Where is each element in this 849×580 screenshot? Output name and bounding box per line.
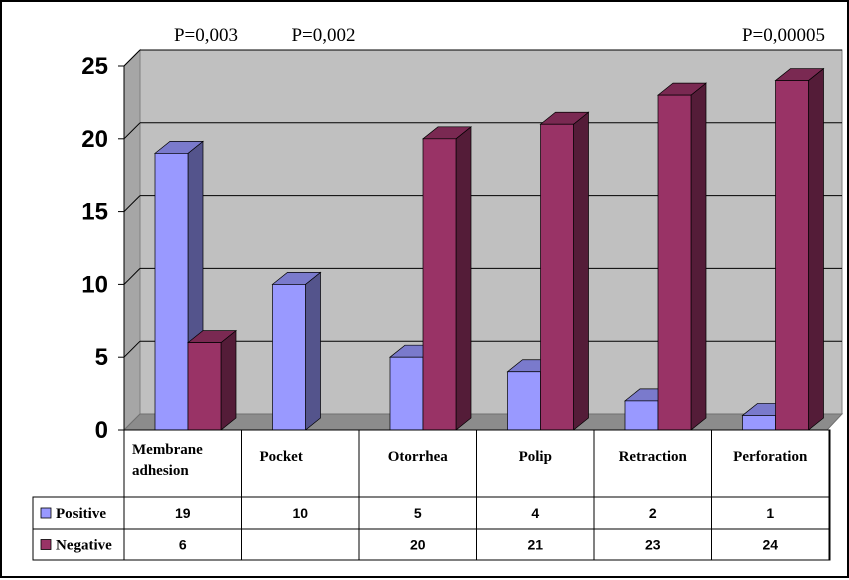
category-label: Perforation: [733, 449, 808, 465]
bar-negative: [539, 111, 590, 431]
y-tick-label: 15: [81, 199, 108, 226]
category-label: adhesion: [132, 463, 189, 479]
table-value: 10: [292, 505, 308, 521]
category-label: Otorrhea: [388, 449, 448, 465]
p-value-annotations: P=0,003 P=0,002 P=0,00005: [174, 25, 825, 46]
table-value: 5: [414, 505, 422, 521]
bar-negative: [187, 329, 237, 431]
category-label: Pocket: [260, 449, 303, 465]
p-value-label: P=0,002: [291, 25, 355, 46]
table-value: 2: [649, 505, 657, 521]
y-tick-label: 5: [95, 344, 108, 371]
p-value-label: P=0,003: [174, 25, 238, 46]
p-value-label: P=0,00005: [742, 25, 825, 46]
legend-swatch-positive: [40, 507, 52, 519]
y-axis: 0 5 10 15 20 25: [81, 53, 125, 444]
gridline-side: [123, 122, 141, 140]
category-label: Polip: [519, 449, 552, 465]
bar-negative: [774, 67, 825, 431]
legend-label: Negative: [56, 538, 112, 554]
category-label: Retraction: [619, 449, 688, 465]
table-value: 20: [410, 537, 426, 553]
bar-negative: [657, 82, 707, 431]
table-value: 1: [766, 505, 774, 521]
y-tick-label: 20: [81, 126, 108, 153]
bar-positive: [271, 271, 322, 431]
table-value: 19: [175, 505, 191, 521]
y-tick-label: 25: [81, 53, 108, 80]
gridline-side: [123, 340, 141, 358]
gridline-side: [123, 195, 141, 212]
data-table: Membrane adhesion Pocket Otorrhea Polip Retra…: [32, 429, 831, 561]
legend-label: Positive: [56, 506, 106, 522]
plot-back-wall: [139, 49, 843, 415]
bars: [154, 67, 825, 431]
category-label: Membrane: [132, 442, 203, 458]
gridline-side: [123, 49, 141, 67]
y-tick-label: 0: [95, 417, 108, 444]
table-value: 6: [179, 537, 187, 553]
table-value: 4: [531, 505, 539, 521]
gridlines: [123, 49, 842, 358]
table-value: 24: [762, 537, 778, 553]
y-tick-label: 10: [81, 271, 108, 298]
bar-negative: [422, 126, 472, 431]
table-value: 21: [527, 537, 543, 553]
legend-swatch-negative: [40, 539, 52, 550]
gridline-side: [123, 268, 141, 285]
table-value: 23: [645, 537, 661, 553]
plot-side-wall: [123, 48, 141, 432]
